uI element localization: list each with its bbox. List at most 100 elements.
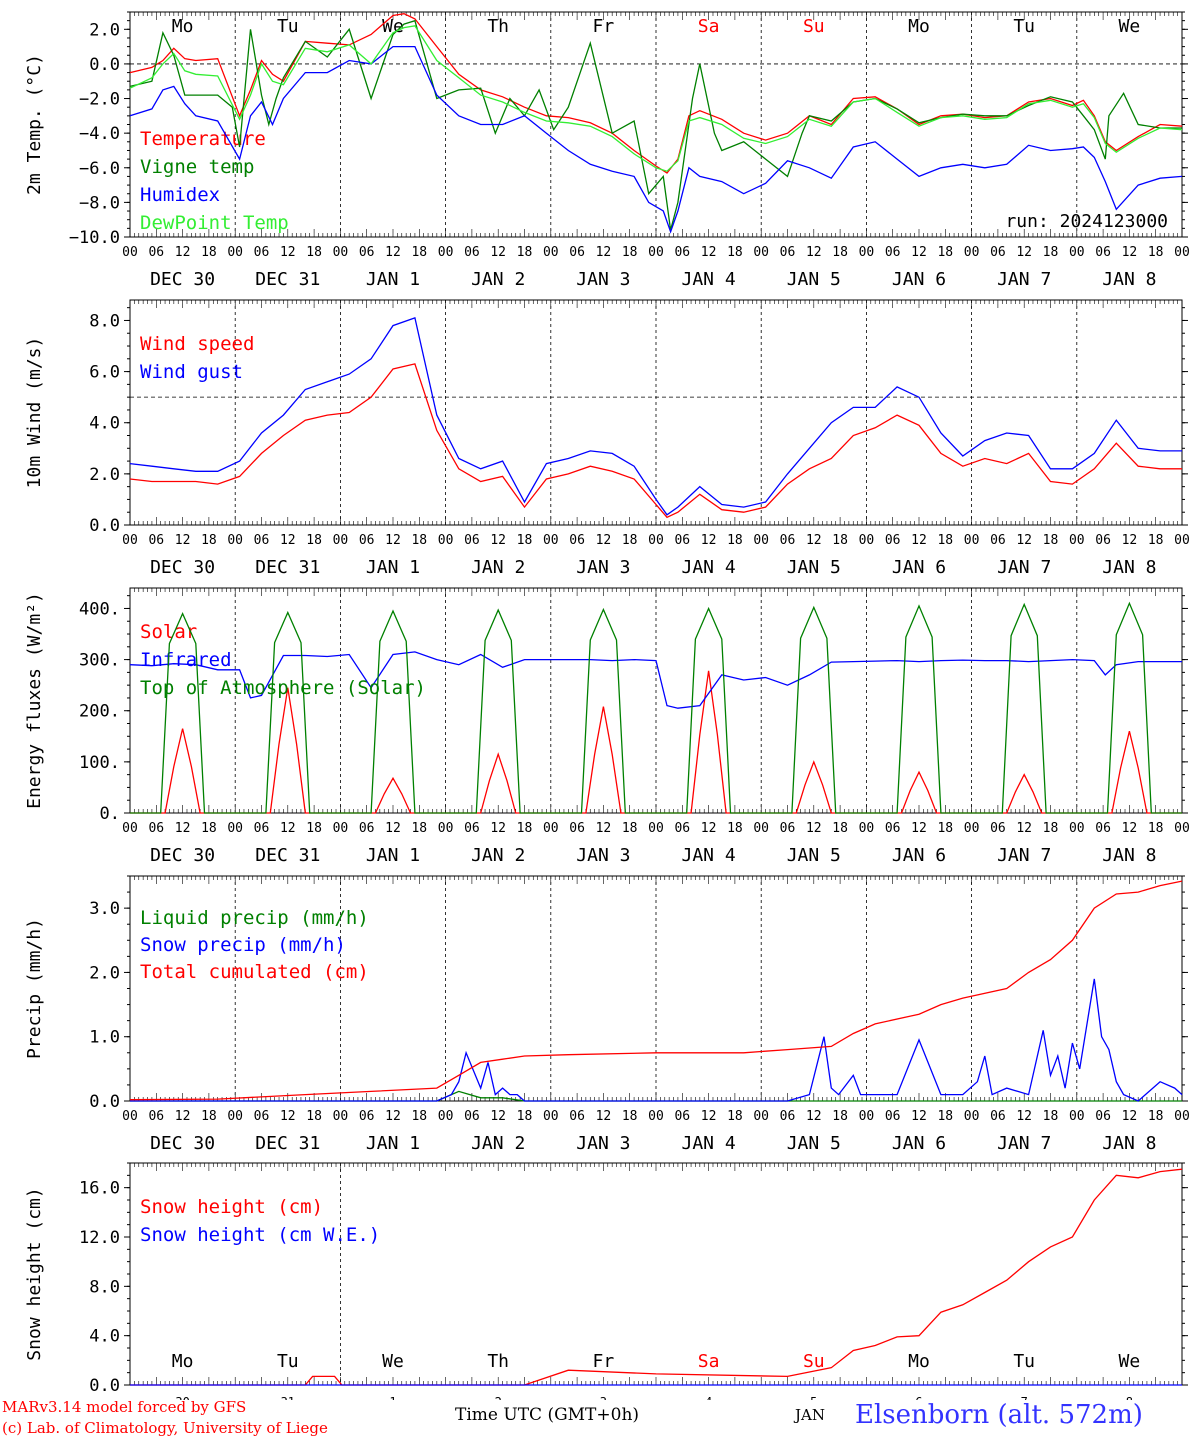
hour-tick-label: 12 (1016, 533, 1032, 548)
legend-liquid-precip-mm-h-: Liquid precip (mm/h) (140, 907, 369, 929)
hour-tick-label: 12 (701, 533, 717, 548)
hour-tick-label: 12 (280, 1109, 296, 1124)
day-label: JAN 3 (576, 1133, 630, 1154)
y-axis-label: Precip (mm/h) (24, 918, 45, 1059)
weekday-label: Tu (1013, 16, 1035, 37)
hour-tick-label: 12 (175, 245, 191, 260)
hour-tick-label: 06 (148, 821, 164, 836)
hour-tick-label: 00 (648, 1109, 664, 1124)
hour-tick-label: 06 (148, 245, 164, 260)
series-line-wind-speed (129, 363, 1182, 519)
hour-tick-label: 18 (832, 1109, 848, 1124)
hour-tick-label: 12 (490, 821, 506, 836)
y-tick-label: 2.0 (89, 465, 120, 485)
legend-top-of-atmosphere-solar-: Top of Atmosphere (Solar) (140, 677, 426, 699)
y-tick-label: −4.0 (79, 124, 120, 144)
day-label: DEC 30 (150, 269, 215, 290)
legend-humidex: Humidex (140, 184, 220, 206)
hour-tick-label: 00 (859, 1109, 875, 1124)
series-line-wind-gust (129, 317, 1182, 516)
hour-tick-label: 18 (201, 533, 217, 548)
hour-tick-label: 12 (175, 1109, 191, 1124)
weekday-label: Su (803, 1351, 825, 1372)
hour-tick-label: 06 (464, 245, 480, 260)
hour-tick-label: 06 (780, 1109, 796, 1124)
hour-tick-label: 00 (438, 821, 454, 836)
day-label: JAN 2 (471, 845, 525, 866)
hour-tick-label: 00 (648, 245, 664, 260)
hour-tick-label: 18 (727, 533, 743, 548)
hour-tick-label: 18 (1043, 821, 1059, 836)
hour-tick-label: 06 (254, 533, 270, 548)
hour-tick-label: 06 (359, 821, 375, 836)
hour-tick-label: 06 (569, 245, 585, 260)
hour-tick-label: 12 (1016, 821, 1032, 836)
weekday-label: We (1119, 16, 1141, 37)
hour-tick-label: 00 (438, 245, 454, 260)
legend-vigne-temp: Vigne temp (140, 156, 254, 178)
hour-tick-label: 18 (306, 245, 322, 260)
hour-tick-label: 06 (885, 1109, 901, 1124)
day-label: JAN 5 (787, 557, 841, 578)
hour-tick-label: 00 (438, 533, 454, 548)
hour-tick-label: 12 (1122, 245, 1138, 260)
hour-tick-label: 12 (1122, 533, 1138, 548)
plot-frame (129, 587, 1183, 814)
weekday-label: Fr (593, 16, 615, 37)
legend-total-cumulated-cm-: Total cumulated (cm) (140, 961, 369, 983)
weekday-label: We (382, 16, 404, 37)
y-axis-label: Energy fluxes (W/m²) (24, 592, 45, 809)
hour-tick-label: 18 (727, 821, 743, 836)
hour-tick-label: 00 (1174, 245, 1190, 260)
hour-tick-label: 18 (622, 533, 638, 548)
legend-snow-height-cm-w-e-: Snow height (cm W.E.) (140, 1224, 380, 1246)
weekday-label: We (1119, 1351, 1141, 1372)
weekday-label: Tu (1013, 1351, 1035, 1372)
day-label: JAN 7 (997, 1133, 1051, 1154)
day-label: JAN 5 (787, 1133, 841, 1154)
y-tick-label: −2.0 (79, 90, 120, 110)
hour-tick-label: 12 (701, 1109, 717, 1124)
weekday-label: Th (487, 1351, 509, 1372)
day-label: DEC 30 (150, 1133, 215, 1154)
hour-tick-label: 00 (964, 1109, 980, 1124)
hour-tick-label: 00 (543, 245, 559, 260)
day-label: JAN 1 (366, 557, 420, 578)
hour-tick-label: 00 (1069, 1109, 1085, 1124)
hour-tick-label: 00 (964, 821, 980, 836)
hour-tick-label: 18 (727, 1109, 743, 1124)
hour-tick-label: 06 (1095, 821, 1111, 836)
day-label: JAN 6 (892, 845, 946, 866)
y-tick-label: 400. (79, 599, 120, 619)
hour-tick-label: 12 (385, 245, 401, 260)
legend-snow-precip-mm-h-: Snow precip (mm/h) (140, 934, 346, 956)
hour-tick-label: 00 (964, 245, 980, 260)
y-tick-label: 16.0 (79, 1179, 120, 1199)
day-label: JAN 2 (471, 557, 525, 578)
series-line-temperature (129, 13, 1183, 174)
hour-tick-label: 18 (1148, 1109, 1164, 1124)
hour-tick-label: 18 (1148, 821, 1164, 836)
hour-tick-label: 12 (806, 821, 822, 836)
weekday-label: Mo (908, 1351, 930, 1372)
hour-tick-label: 06 (780, 245, 796, 260)
series-line-vigne-temp (129, 19, 1182, 231)
hour-tick-label: 00 (753, 821, 769, 836)
hour-tick-label: 00 (859, 245, 875, 260)
y-tick-label: 0.0 (89, 55, 120, 75)
weekday-label: Mo (908, 16, 930, 37)
day-number-label: 3 (600, 1395, 607, 1400)
hour-tick-label: 12 (911, 1109, 927, 1124)
day-label: JAN 8 (1102, 845, 1156, 866)
hour-tick-label: 06 (254, 245, 270, 260)
legend-solar: Solar (140, 621, 197, 643)
day-label: JAN 3 (576, 269, 630, 290)
day-label: JAN 6 (892, 557, 946, 578)
y-tick-label: 300. (79, 651, 120, 671)
hour-tick-label: 18 (622, 1109, 638, 1124)
weekday-label: Su (803, 16, 825, 37)
y-tick-label: −10.0 (69, 228, 120, 248)
y-tick-label: 3.0 (89, 899, 120, 919)
hour-tick-label: 00 (859, 821, 875, 836)
hour-tick-label: 00 (1174, 821, 1190, 836)
